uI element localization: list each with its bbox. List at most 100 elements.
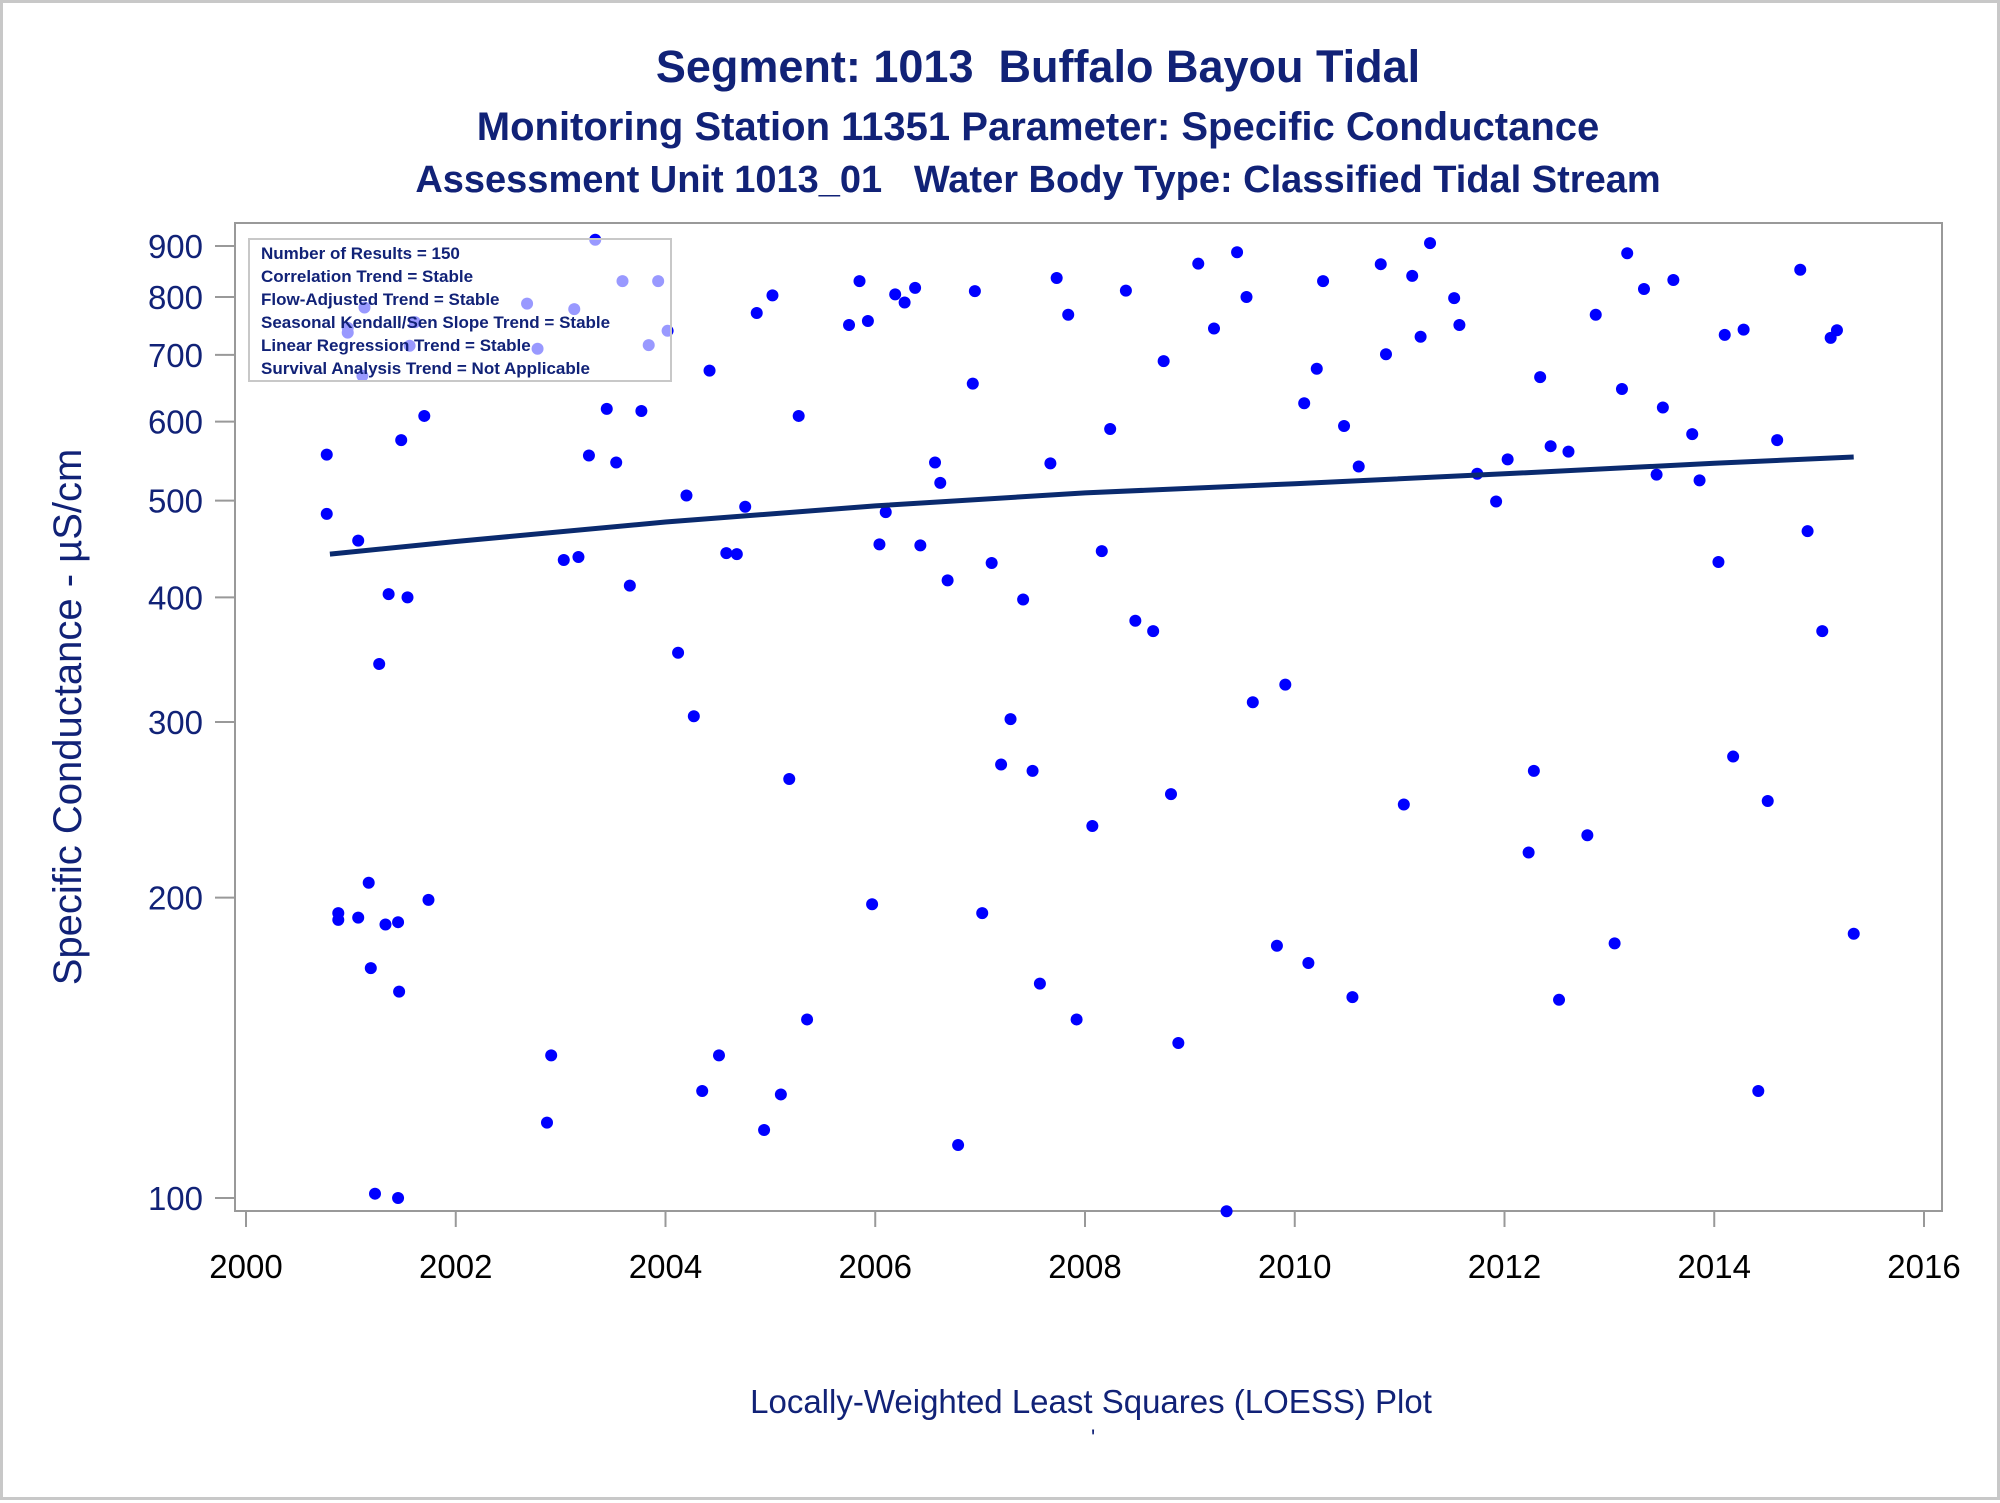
data-point: [1062, 308, 1075, 321]
data-point: [1650, 468, 1663, 481]
data-point: [635, 404, 648, 417]
data-point: [1544, 440, 1557, 453]
data-point: [1656, 401, 1669, 414]
data-point: [401, 591, 414, 604]
data-point: [696, 1085, 709, 1098]
data-point: [1801, 525, 1814, 538]
stats-legend-box: Number of Results = 150 Correlation Trend…: [248, 238, 672, 382]
x-tick-label: 2014: [1678, 1248, 1751, 1285]
data-point: [861, 314, 874, 327]
stats-legend-line: Seasonal Kendall/Sen Slope Trend = Stabl…: [261, 313, 610, 332]
data-point: [1397, 798, 1410, 811]
data-point: [873, 538, 886, 551]
scatter-plot: 100 200 300 400 500 600 700 800 900 2000 2002 2004…: [46, 222, 1961, 1285]
data-point: [545, 1049, 558, 1062]
data-point: [1172, 1037, 1185, 1050]
footnote-plot-type: Locally-Weighted Least Squares (LOESS) P…: [750, 1383, 1432, 1420]
data-point: [758, 1123, 771, 1136]
data-point: [1414, 330, 1427, 343]
data-point: [879, 506, 892, 519]
y-tick-label: 400: [148, 579, 203, 616]
data-point: [1044, 457, 1057, 470]
data-point: [1527, 764, 1540, 777]
data-point: [1522, 846, 1535, 859]
plot-area: [234, 222, 1943, 1212]
data-point: [1816, 625, 1829, 638]
data-point: [1453, 318, 1466, 331]
footnote-mark: ': [1091, 1425, 1096, 1450]
data-point: [1086, 819, 1099, 832]
data-point: [909, 281, 922, 294]
y-tick-label: 100: [148, 1180, 203, 1217]
data-point: [1192, 257, 1205, 270]
data-point: [1164, 788, 1177, 801]
data-point: [1752, 1085, 1765, 1098]
y-tick-label: 700: [148, 337, 203, 374]
data-point: [1310, 362, 1323, 375]
data-point: [952, 1139, 965, 1152]
data-point: [792, 409, 805, 422]
data-point: [572, 551, 585, 564]
data-point: [934, 476, 947, 489]
data-point: [914, 539, 927, 552]
data-point: [995, 758, 1008, 771]
data-point: [1448, 292, 1461, 305]
data-point: [600, 402, 613, 415]
data-point: [1270, 939, 1283, 952]
data-point: [364, 962, 377, 975]
data-point: [1615, 383, 1628, 396]
data-point: [1374, 258, 1387, 271]
data-point: [1004, 713, 1017, 726]
data-point: [1033, 977, 1046, 990]
data-point: [393, 985, 406, 998]
data-point: [1490, 495, 1503, 508]
data-point: [557, 554, 570, 567]
data-point: [623, 579, 636, 592]
data-point: [1026, 764, 1039, 777]
data-point: [1095, 545, 1108, 558]
data-point: [1562, 445, 1575, 458]
data-point: [1771, 434, 1784, 447]
data-point: [1693, 474, 1706, 487]
x-tick-label: 2012: [1468, 1248, 1541, 1285]
data-point: [1231, 246, 1244, 259]
data-point: [766, 289, 779, 302]
data-point: [1157, 355, 1170, 368]
data-point: [1147, 625, 1160, 638]
stats-legend-line: Correlation Trend = Stable: [261, 267, 473, 286]
y-tick-label: 500: [148, 483, 203, 520]
data-point: [352, 911, 365, 924]
data-point: [418, 409, 431, 422]
data-point: [687, 710, 700, 723]
y-axis-title: Specific Conductance - µS/cm: [46, 449, 90, 986]
data-point: [1737, 323, 1750, 336]
data-point: [774, 1088, 787, 1101]
data-point: [1346, 991, 1359, 1004]
data-point: [941, 574, 954, 587]
data-point: [1686, 428, 1699, 441]
y-tick-label: 600: [148, 404, 203, 441]
data-point: [395, 434, 408, 447]
chart-subtitle-station: Monitoring Station 11351 Parameter: Spec…: [476, 105, 1600, 149]
stats-legend-line: Number of Results = 150: [261, 244, 460, 263]
data-point: [1830, 324, 1843, 337]
x-tick-label: 2000: [209, 1248, 282, 1285]
data-point: [1279, 678, 1292, 691]
data-point: [368, 1187, 381, 1200]
data-point: [1302, 957, 1315, 970]
data-point: [1667, 274, 1680, 287]
data-point: [1847, 927, 1860, 940]
data-point: [1017, 593, 1030, 606]
data-point: [1104, 422, 1117, 435]
data-point: [1727, 750, 1740, 763]
data-point: [703, 364, 716, 377]
data-point: [966, 377, 979, 390]
stats-legend-line: Flow-Adjusted Trend = Stable: [261, 290, 500, 309]
x-axis: 2000 2002 2004 2006 2008 2010 2012 2014 2016: [209, 1211, 1961, 1285]
data-point: [866, 898, 879, 911]
data-point: [392, 1192, 405, 1204]
data-point: [610, 456, 623, 469]
data-point: [1240, 291, 1253, 304]
chart-title: Segment: 1013 Buffalo Bayou Tidal: [655, 41, 1421, 92]
